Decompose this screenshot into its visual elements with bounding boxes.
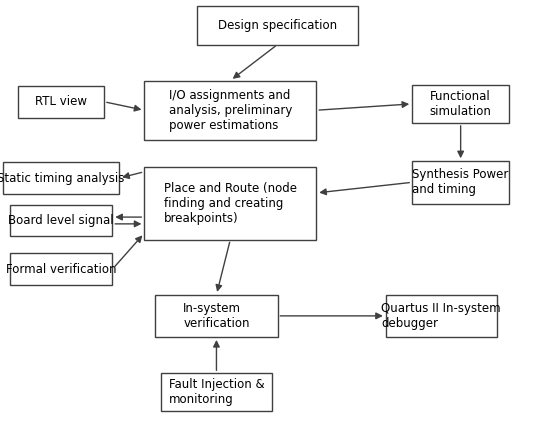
Text: Board level signal: Board level signal	[8, 214, 114, 227]
Text: Fault Injection &
monitoring: Fault Injection & monitoring	[169, 378, 264, 406]
Text: Quartus II In-system
debugger: Quartus II In-system debugger	[381, 302, 501, 330]
Text: Functional
simulation: Functional simulation	[430, 90, 492, 118]
Bar	[144, 167, 316, 240]
Bar	[412, 161, 509, 204]
Text: Formal verification: Formal verification	[6, 263, 117, 276]
Bar	[155, 295, 278, 337]
Bar	[10, 205, 112, 237]
Bar	[386, 295, 497, 337]
Bar	[412, 85, 509, 123]
Text: Place and Route (node
finding and creating
breakpoints): Place and Route (node finding and creati…	[164, 182, 297, 225]
Text: Design specification: Design specification	[218, 19, 337, 32]
Text: RTL view: RTL view	[35, 95, 87, 108]
Text: Static timing analysis: Static timing analysis	[0, 172, 125, 184]
Text: In-system
verification: In-system verification	[183, 302, 250, 330]
Bar	[144, 81, 316, 140]
Bar	[3, 162, 119, 194]
Text: I/O assignments and
analysis, preliminary
power estimations: I/O assignments and analysis, preliminar…	[169, 89, 292, 132]
Bar	[18, 86, 104, 117]
Text: Synthesis Power
and timing: Synthesis Power and timing	[412, 168, 509, 196]
Bar	[161, 373, 272, 411]
Bar	[197, 6, 358, 45]
Bar	[10, 253, 112, 285]
